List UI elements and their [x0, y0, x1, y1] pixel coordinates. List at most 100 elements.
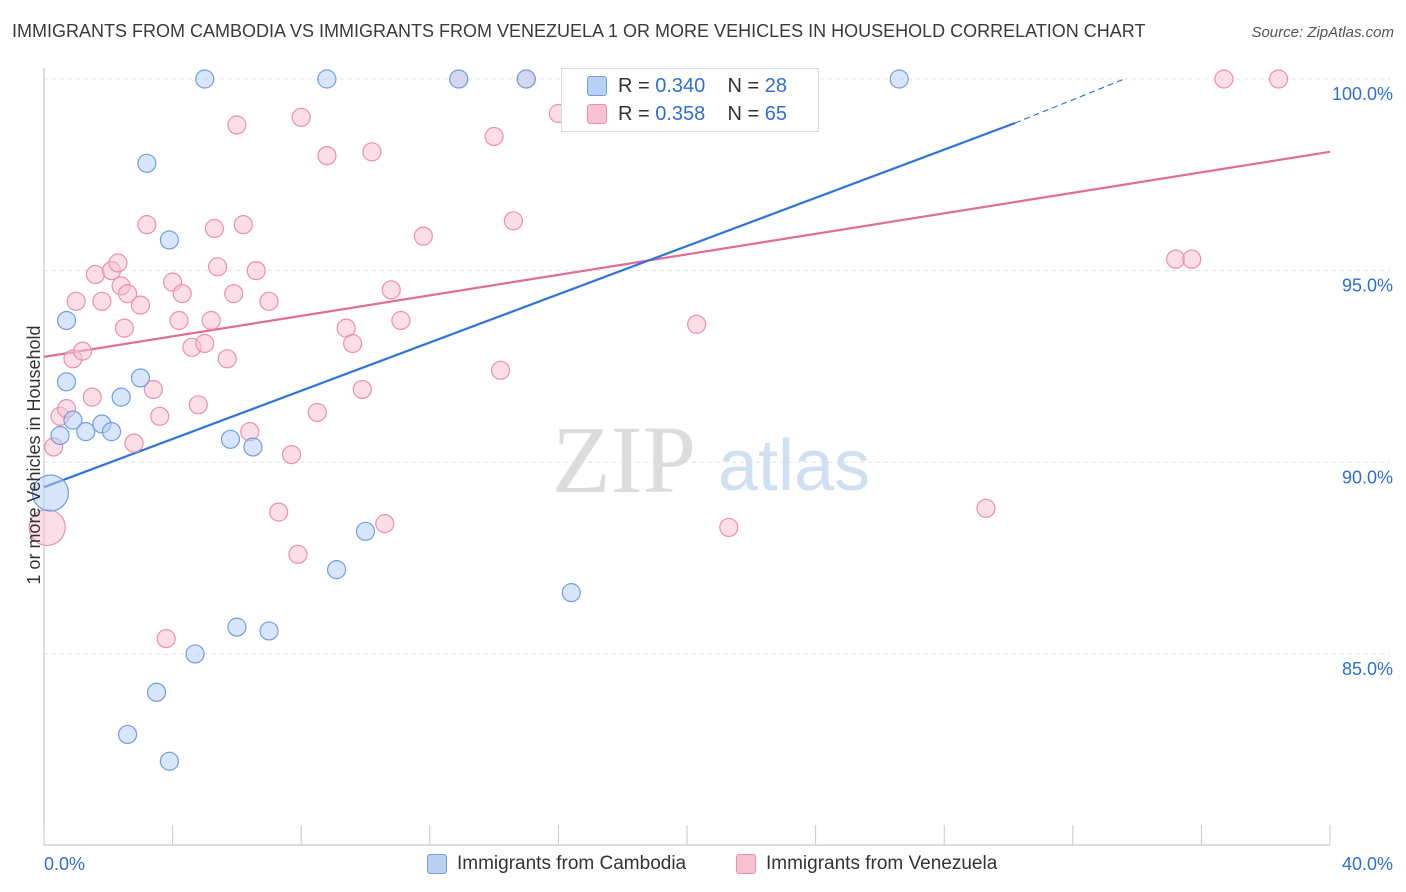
cambodia-point	[56, 372, 77, 392]
n-label: N =	[727, 102, 760, 125]
legend-text-venezuela: R = 0.358 N = 65	[618, 103, 787, 126]
venezuela-legend-label: Immigrants from Venezuela	[766, 853, 998, 874]
venezuela-point	[130, 295, 151, 315]
venezuela-point	[137, 215, 157, 235]
venezuela-point	[92, 291, 112, 311]
legend-text-cambodia: R = 0.340 N = 28	[618, 75, 787, 98]
venezuela-point	[391, 310, 411, 331]
venezuela-point	[224, 284, 244, 304]
cambodia-point	[50, 425, 70, 446]
venezuela-point	[117, 284, 138, 304]
n-label: N =	[727, 74, 760, 97]
bottom-legend-venezuela: Immigrants from Venezuela	[736, 851, 997, 877]
cambodia-legend-label: Immigrants from Cambodia	[457, 853, 687, 874]
legend-row-venezuela: R = 0.358 N = 65	[562, 101, 818, 127]
venezuela-point	[343, 333, 363, 354]
venezuela-legend-swatch	[736, 854, 756, 874]
venezuela-point	[208, 257, 228, 277]
venezuela-point	[66, 291, 86, 311]
r-value-venezuela: 0.358	[655, 102, 706, 125]
tick-labels: 85.0% 90.0% 95.0% 100.0% 0.0% 40.0%	[44, 84, 1393, 874]
venezuela-point	[1166, 249, 1186, 269]
cambodia-trend-extension	[1014, 78, 1125, 124]
source-label: Source: ZipAtlas.com	[1251, 24, 1394, 41]
venezuela-point	[195, 333, 215, 354]
venezuela-point	[503, 211, 523, 231]
r-label: R =	[618, 74, 650, 97]
watermark: ZIP atlas	[552, 406, 870, 513]
venezuela-point	[687, 314, 707, 334]
x-tick-label-min: 0.0%	[44, 854, 85, 874]
venezuela-point	[246, 261, 266, 281]
n-value-cambodia: 28	[764, 74, 788, 97]
bottom-legend-cambodia: Immigrants from Cambodia	[427, 851, 686, 877]
cambodia-legend-swatch	[427, 854, 447, 874]
cambodia-point	[516, 69, 536, 89]
axes	[43, 68, 1331, 846]
venezuela-point	[317, 146, 337, 166]
venezuela-point	[204, 218, 224, 239]
venezuela-point	[291, 107, 311, 127]
cambodia-point	[159, 230, 179, 250]
r-value-cambodia: 0.340	[655, 74, 706, 97]
y-axis-label-wrap: 1 or more Vehicles in Household	[14, 0, 44, 892]
cambodia-point	[243, 437, 263, 457]
venezuela-point	[169, 310, 189, 331]
venezuela-point	[413, 226, 433, 246]
cambodia-point	[137, 153, 157, 173]
venezuela-point	[233, 215, 253, 235]
cambodia-point	[449, 69, 469, 89]
venezuela-point	[362, 142, 382, 162]
venezuela-point	[82, 387, 102, 407]
x-tick-label-max: 40.0%	[1342, 854, 1393, 874]
cambodia-point	[130, 368, 151, 388]
venezuela-point	[484, 126, 504, 147]
watermark-atlas: atlas	[718, 426, 870, 506]
y-tick-label: 90.0%	[1342, 467, 1393, 487]
venezuela-point	[1268, 69, 1289, 89]
venezuela-point	[1214, 69, 1234, 89]
venezuela-point	[143, 379, 163, 400]
venezuela-point	[124, 433, 144, 453]
venezuela-point	[352, 379, 372, 400]
venezuela-point	[1182, 249, 1202, 269]
cambodia-point	[56, 310, 77, 331]
y-tick-label: 95.0%	[1342, 276, 1393, 296]
venezuela-point	[150, 406, 170, 426]
venezuela-point	[281, 445, 302, 465]
chart-title: IMMIGRANTS FROM CAMBODIA VS IMMIGRANTS F…	[12, 21, 1146, 41]
n-value-venezuela: 65	[764, 102, 788, 125]
cambodia-point	[146, 682, 167, 702]
cambodia-point	[101, 422, 122, 442]
venezuela-point	[108, 253, 128, 273]
cambodia-point	[76, 422, 96, 442]
trend-lines	[43, 78, 1331, 489]
watermark-zip: ZIP	[552, 406, 696, 513]
cambodia-point	[889, 69, 909, 89]
venezuela-point	[227, 115, 247, 135]
cambodia-point	[227, 617, 247, 637]
data-points	[28, 69, 1289, 771]
venezuela-point	[307, 402, 327, 423]
r-label: R =	[618, 102, 650, 125]
legend-row-cambodia: R = 0.340 N = 28	[562, 73, 818, 99]
cambodia-point	[185, 644, 205, 664]
gridlines	[44, 78, 1390, 655]
cambodia-swatch	[587, 76, 607, 96]
venezuela-point	[490, 360, 511, 380]
venezuela-point	[719, 517, 739, 538]
cambodia-point	[326, 560, 347, 580]
cambodia-point	[355, 521, 376, 541]
venezuela-point	[976, 498, 996, 518]
venezuela-point	[114, 318, 134, 338]
cambodia-point	[259, 621, 279, 641]
cambodia-point	[117, 724, 138, 745]
venezuela-point	[188, 395, 208, 415]
cambodia-point	[63, 410, 83, 430]
venezuela-swatch	[587, 104, 607, 124]
cambodia-point	[561, 583, 581, 603]
cambodia-point	[220, 429, 241, 449]
cambodia-point	[159, 751, 179, 771]
venezuela-point	[269, 502, 289, 522]
